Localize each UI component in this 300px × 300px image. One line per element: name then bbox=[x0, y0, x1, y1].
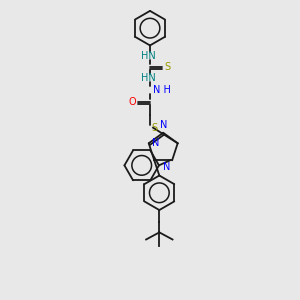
Text: N: N bbox=[160, 120, 167, 130]
Text: O: O bbox=[128, 97, 136, 107]
Text: N: N bbox=[152, 138, 159, 148]
Text: S: S bbox=[151, 123, 157, 133]
Text: N H: N H bbox=[153, 85, 171, 95]
Text: N: N bbox=[163, 162, 170, 172]
Text: HN: HN bbox=[141, 51, 155, 61]
Text: HN: HN bbox=[141, 73, 155, 83]
Text: S: S bbox=[164, 62, 170, 72]
